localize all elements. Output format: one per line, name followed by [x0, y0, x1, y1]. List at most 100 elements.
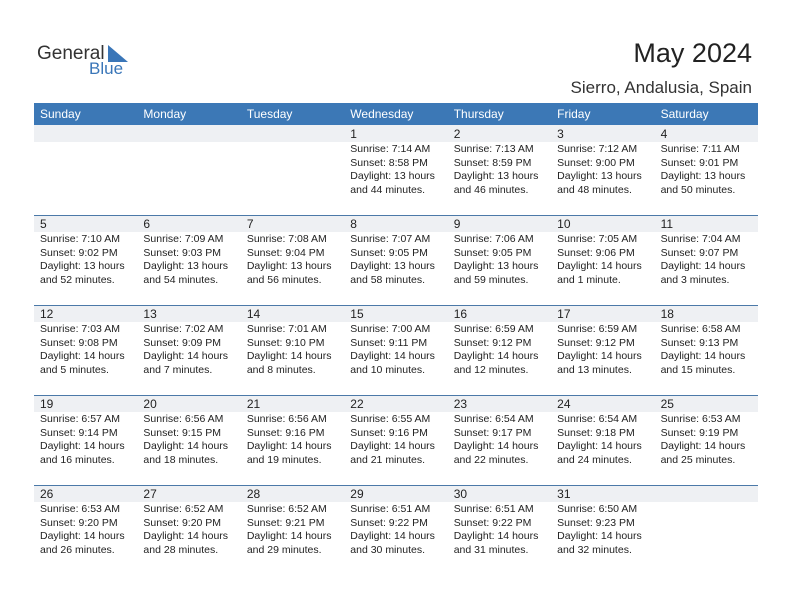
- day-minutes: and 22 minutes.: [453, 453, 529, 466]
- day-sunset: Sunset: 9:22 PM: [453, 516, 532, 529]
- day-sunset: Sunset: 9:05 PM: [453, 246, 532, 259]
- day-sunrise: Sunrise: 7:11 AM: [660, 143, 740, 155]
- day-daylight: Daylight: 13 hours: [40, 260, 125, 273]
- day-sunset: Sunset: 9:18 PM: [557, 426, 635, 439]
- day-sunrise: Sunrise: 6:57 AM: [40, 413, 120, 425]
- weekday-label: Wednesday: [350, 107, 414, 121]
- day-daylight: Daylight: 14 hours: [557, 260, 642, 273]
- day-sunrise: Sunrise: 7:08 AM: [246, 233, 327, 245]
- day-minutes: and 18 minutes.: [143, 453, 219, 466]
- day-sunset: Sunset: 9:12 PM: [557, 336, 635, 349]
- day-minutes: and 32 minutes.: [557, 543, 632, 556]
- day-daylight: Daylight: 14 hours: [453, 440, 539, 453]
- day-sunrise: Sunrise: 6:53 AM: [40, 503, 120, 515]
- day-daylight: Daylight: 14 hours: [246, 350, 332, 363]
- day-number: 12: [40, 307, 54, 321]
- day-minutes: and 21 minutes.: [350, 453, 425, 466]
- day-number: 8: [350, 217, 357, 231]
- day-number: 5: [40, 217, 47, 231]
- day-strip: [34, 485, 758, 502]
- logo-text: General: [37, 43, 105, 64]
- day-number: 15: [350, 307, 364, 321]
- day-sunrise: Sunrise: 7:07 AM: [350, 233, 431, 245]
- day-sunrise: Sunrise: 6:55 AM: [350, 413, 431, 425]
- day-daylight: Daylight: 14 hours: [453, 530, 539, 543]
- day-minutes: and 5 minutes.: [40, 363, 109, 376]
- day-strip: [34, 125, 758, 142]
- day-sunset: Sunset: 9:20 PM: [143, 516, 222, 529]
- day-sunrise: Sunrise: 6:56 AM: [143, 413, 224, 425]
- day-daylight: Daylight: 13 hours: [557, 170, 642, 183]
- day-daylight: Daylight: 13 hours: [453, 260, 539, 273]
- day-daylight: Daylight: 14 hours: [350, 350, 435, 363]
- day-number: 22: [350, 397, 364, 411]
- day-daylight: Daylight: 14 hours: [40, 530, 125, 543]
- day-minutes: and 48 minutes.: [557, 183, 632, 196]
- day-sunset: Sunset: 9:13 PM: [660, 336, 739, 349]
- day-sunset: Sunset: 9:14 PM: [40, 426, 118, 439]
- day-sunset: Sunset: 9:06 PM: [557, 246, 635, 259]
- day-sunrise: Sunrise: 7:00 AM: [350, 323, 431, 335]
- day-sunrise: Sunrise: 7:14 AM: [350, 143, 431, 155]
- day-minutes: and 31 minutes.: [453, 543, 529, 556]
- day-number: 3: [557, 127, 564, 141]
- day-minutes: and 46 minutes.: [453, 183, 529, 196]
- weekday-label: Sunday: [40, 107, 81, 121]
- day-minutes: and 12 minutes.: [453, 363, 529, 376]
- day-strip: [34, 215, 758, 232]
- day-minutes: and 15 minutes.: [660, 363, 736, 376]
- day-sunrise: Sunrise: 6:53 AM: [660, 413, 741, 425]
- day-sunset: Sunset: 9:15 PM: [143, 426, 222, 439]
- day-sunset: Sunset: 9:07 PM: [660, 246, 739, 259]
- day-sunset: Sunset: 9:09 PM: [143, 336, 222, 349]
- day-daylight: Daylight: 13 hours: [660, 170, 746, 183]
- week-rule: [34, 485, 758, 486]
- day-sunrise: Sunrise: 7:12 AM: [557, 143, 638, 155]
- day-daylight: Daylight: 13 hours: [143, 260, 229, 273]
- day-sunrise: Sunrise: 6:50 AM: [557, 503, 638, 515]
- day-daylight: Daylight: 14 hours: [453, 350, 539, 363]
- day-sunset: Sunset: 9:00 PM: [557, 156, 635, 169]
- day-sunrise: Sunrise: 7:01 AM: [246, 323, 327, 335]
- day-minutes: and 24 minutes.: [557, 453, 632, 466]
- day-number: 25: [660, 397, 674, 411]
- day-daylight: Daylight: 14 hours: [143, 350, 229, 363]
- weekday-label: Friday: [557, 107, 591, 121]
- weekday-label: Saturday: [660, 107, 709, 121]
- day-number: 9: [453, 217, 461, 231]
- day-number: 11: [660, 217, 674, 231]
- day-number: 2: [453, 127, 461, 141]
- location: Sierro, Andalusia, Spain: [570, 78, 752, 97]
- day-minutes: and 56 minutes.: [246, 273, 322, 286]
- day-sunrise: Sunrise: 6:54 AM: [557, 413, 638, 425]
- day-minutes: and 16 minutes.: [40, 453, 115, 466]
- day-daylight: Daylight: 14 hours: [350, 440, 435, 453]
- day-number: 23: [453, 397, 468, 411]
- day-sunrise: Sunrise: 7:02 AM: [143, 323, 224, 335]
- day-sunset: Sunset: 9:12 PM: [453, 336, 532, 349]
- day-sunrise: Sunrise: 6:58 AM: [660, 323, 741, 335]
- day-minutes: and 58 minutes.: [350, 273, 425, 286]
- day-number: 24: [557, 397, 571, 411]
- day-number: 10: [557, 217, 571, 231]
- day-number: 6: [143, 217, 151, 231]
- week-rule: [34, 215, 758, 216]
- day-minutes: and 19 minutes.: [246, 453, 322, 466]
- logo-icon: [108, 45, 128, 62]
- day-sunset: Sunset: 8:58 PM: [350, 156, 428, 169]
- day-number: 21: [246, 397, 261, 411]
- day-sunset: Sunset: 9:03 PM: [143, 246, 222, 259]
- day-minutes: and 26 minutes.: [40, 543, 115, 556]
- day-daylight: Daylight: 14 hours: [350, 530, 435, 543]
- week-rule: [34, 305, 758, 306]
- day-sunrise: Sunrise: 7:10 AM: [40, 233, 120, 245]
- day-strip: [34, 395, 758, 412]
- weekday-label: Tuesday: [246, 107, 293, 121]
- day-daylight: Daylight: 14 hours: [660, 260, 746, 273]
- weekday-label: Thursday: [453, 107, 504, 121]
- day-minutes: and 44 minutes.: [350, 183, 425, 196]
- day-number: 18: [660, 307, 674, 321]
- day-number: 17: [557, 307, 571, 321]
- day-sunrise: Sunrise: 6:51 AM: [350, 503, 431, 515]
- day-sunset: Sunset: 9:05 PM: [350, 246, 428, 259]
